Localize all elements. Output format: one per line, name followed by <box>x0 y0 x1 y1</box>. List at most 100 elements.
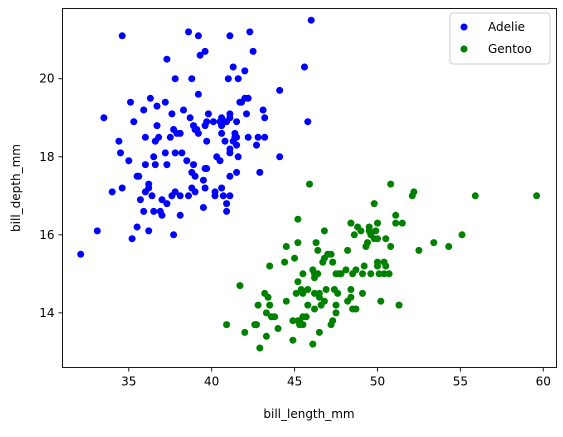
point-adelie-68 <box>194 129 202 137</box>
point-gentoo-107 <box>392 211 400 219</box>
point-gentoo-77 <box>352 305 360 313</box>
point-gentoo-15 <box>274 325 282 332</box>
point-adelie-28 <box>151 161 159 169</box>
point-gentoo-70 <box>344 246 352 254</box>
point-adelie-11 <box>130 118 138 126</box>
point-gentoo-101 <box>382 262 390 270</box>
point-adelie-44 <box>170 231 178 239</box>
point-adelie-37 <box>161 98 169 106</box>
x-tick-label-55: 55 <box>453 375 468 389</box>
point-adelie-69 <box>194 90 202 98</box>
point-adelie-54 <box>180 106 187 114</box>
point-gentoo-62 <box>332 309 340 317</box>
point-gentoo-45 <box>314 270 322 278</box>
point-adelie-64 <box>191 188 199 196</box>
point-gentoo-88 <box>367 270 375 278</box>
point-gentoo-10 <box>264 293 272 301</box>
point-adelie-57 <box>185 28 192 36</box>
point-gentoo-91 <box>370 200 378 208</box>
point-gentoo-99 <box>380 270 388 278</box>
point-adelie-132 <box>276 86 284 94</box>
point-gentoo-59 <box>329 317 337 325</box>
point-adelie-26 <box>150 207 158 215</box>
point-adelie-55 <box>183 157 191 165</box>
data-points <box>77 16 541 352</box>
point-gentoo-63 <box>332 301 340 309</box>
point-adelie-19 <box>141 161 149 169</box>
legend-label-gentoo: Gentoo <box>488 42 532 56</box>
x-tick-label-35: 35 <box>121 375 136 389</box>
point-adelie-95 <box>223 207 231 215</box>
point-gentoo-46 <box>314 246 322 254</box>
point-adelie-53 <box>178 149 186 157</box>
point-gentoo-68 <box>342 266 350 274</box>
point-adelie-10 <box>128 235 136 243</box>
point-adelie-36 <box>161 149 169 157</box>
point-adelie-35 <box>158 196 166 204</box>
point-gentoo-0 <box>223 321 231 329</box>
point-adelie-121 <box>244 133 252 141</box>
point-gentoo-117 <box>533 192 541 200</box>
point-adelie-6 <box>118 184 126 192</box>
point-gentoo-113 <box>430 239 438 247</box>
point-adelie-52 <box>176 129 184 137</box>
point-gentoo-36 <box>304 286 312 293</box>
y-axis-label: bill_depth_mm <box>9 144 23 232</box>
point-adelie-77 <box>201 47 209 55</box>
point-adelie-98 <box>224 75 232 83</box>
point-gentoo-1 <box>236 282 244 290</box>
point-adelie-79 <box>203 137 211 145</box>
point-adelie-89 <box>218 129 226 137</box>
point-gentoo-37 <box>306 180 313 188</box>
point-adelie-25 <box>148 192 156 200</box>
point-adelie-9 <box>127 98 134 106</box>
point-adelie-70 <box>194 32 202 40</box>
point-gentoo-8 <box>262 332 270 340</box>
point-adelie-81 <box>204 110 212 118</box>
point-adelie-134 <box>304 118 312 126</box>
point-adelie-21 <box>145 227 153 235</box>
point-adelie-27 <box>150 153 158 161</box>
point-gentoo-25 <box>294 239 302 247</box>
point-adelie-50 <box>176 211 184 219</box>
point-adelie-125 <box>253 141 260 149</box>
point-gentoo-24 <box>294 278 302 286</box>
point-gentoo-94 <box>374 258 381 266</box>
point-gentoo-103 <box>385 270 393 278</box>
point-gentoo-104 <box>387 243 395 250</box>
point-adelie-73 <box>199 176 207 184</box>
y-tick-label-16: 16 <box>39 228 54 242</box>
point-adelie-56 <box>185 192 192 200</box>
plot-frame <box>62 8 557 368</box>
point-gentoo-102 <box>382 235 390 243</box>
point-gentoo-71 <box>347 293 355 301</box>
point-gentoo-22 <box>292 289 300 297</box>
point-gentoo-30 <box>299 321 307 329</box>
point-gentoo-78 <box>352 266 360 274</box>
point-adelie-58 <box>186 114 194 122</box>
point-gentoo-116 <box>471 192 479 200</box>
point-adelie-0 <box>77 250 85 258</box>
point-adelie-96 <box>223 200 231 208</box>
point-adelie-105 <box>226 32 234 40</box>
y-axis-ticks: 14 16 18 20 <box>39 72 63 320</box>
point-adelie-133 <box>301 63 308 71</box>
point-gentoo-114 <box>445 243 453 250</box>
point-adelie-43 <box>168 110 176 118</box>
point-gentoo-72 <box>347 286 355 293</box>
point-adelie-112 <box>233 133 241 141</box>
point-adelie-40 <box>163 55 171 63</box>
point-adelie-51 <box>176 192 184 200</box>
point-gentoo-105 <box>387 180 395 188</box>
point-gentoo-60 <box>329 258 337 266</box>
point-adelie-17 <box>140 106 148 114</box>
point-gentoo-6 <box>256 344 264 352</box>
legend-label-adelie: Adelie <box>488 20 525 34</box>
point-adelie-128 <box>259 106 267 114</box>
point-gentoo-32 <box>299 289 307 297</box>
point-adelie-100 <box>226 172 234 180</box>
point-gentoo-20 <box>289 317 297 325</box>
point-adelie-127 <box>256 168 264 176</box>
point-gentoo-96 <box>374 219 381 227</box>
